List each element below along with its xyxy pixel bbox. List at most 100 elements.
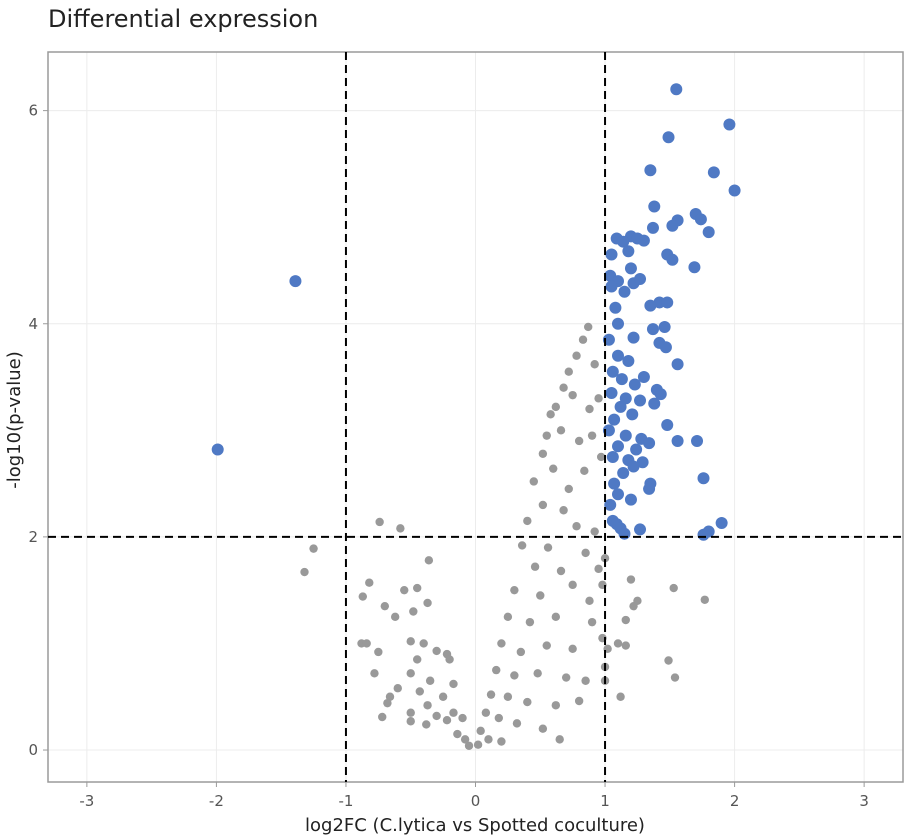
nonsignificant-point	[370, 669, 379, 678]
nonsignificant-point	[561, 673, 571, 682]
nonsignificant-point	[406, 669, 415, 678]
nonsignificant-point	[572, 351, 581, 360]
nonsignificant-point	[415, 687, 424, 696]
nonsignificant-point	[374, 647, 383, 657]
significant-point	[659, 341, 672, 354]
nonsignificant-point	[581, 676, 590, 685]
significant-point	[637, 234, 650, 247]
nonsignificant-point	[413, 655, 422, 664]
nonsignificant-point	[510, 671, 519, 680]
nonsignificant-point	[442, 715, 452, 725]
significant-point	[612, 349, 624, 362]
significant-point	[605, 248, 618, 261]
significant-point	[670, 83, 683, 96]
significant-point	[715, 517, 728, 530]
nonsignificant-point	[375, 517, 384, 527]
nonsignificant-point	[523, 697, 532, 707]
nonsignificant-point	[538, 724, 548, 733]
nonsignificant-point	[406, 637, 415, 646]
nonsignificant-point	[523, 516, 532, 526]
nonsignificant-point	[584, 322, 593, 332]
significant-point	[608, 477, 621, 490]
significant-point	[644, 299, 657, 312]
significant-point	[618, 527, 631, 540]
nonsignificant-point	[580, 466, 589, 476]
nonsignificant-point	[700, 595, 709, 604]
significant-point	[612, 440, 624, 453]
nonsignificant-point	[587, 617, 597, 627]
nonsignificant-point	[309, 544, 318, 553]
nonsignificant-point	[596, 452, 606, 462]
significant-point	[627, 460, 640, 473]
x-tick-label: -2	[209, 792, 224, 810]
nonsignificant-point	[481, 708, 491, 717]
significant-point	[619, 429, 632, 442]
x-tick-label: -3	[79, 792, 94, 810]
significant-point	[609, 301, 622, 314]
significant-point	[614, 400, 627, 413]
nonsignificant-point	[549, 464, 558, 473]
x-tick-label: 0	[471, 792, 481, 810]
significant-point	[646, 323, 659, 336]
nonsignificant-point	[300, 567, 309, 577]
nonsignificant-point	[396, 524, 405, 533]
nonsignificant-point	[432, 646, 441, 656]
significant-point	[612, 488, 624, 501]
nonsignificant-point	[445, 655, 454, 664]
nonsignificant-point	[542, 431, 551, 440]
x-tick-label: 3	[859, 792, 869, 810]
nonsignificant-point	[497, 639, 506, 648]
significant-point	[617, 466, 630, 479]
y-tick-label: 0	[28, 741, 38, 759]
nonsignificant-point	[494, 713, 504, 723]
significant-point	[211, 443, 224, 456]
significant-point	[648, 397, 661, 410]
significant-point	[666, 253, 679, 266]
significant-point	[606, 450, 619, 463]
nonsignificant-point	[413, 583, 422, 593]
significant-point	[643, 437, 656, 450]
significant-point	[702, 226, 715, 239]
nonsignificant-point	[594, 564, 603, 574]
x-tick-label: 1	[600, 792, 610, 810]
nonsignificant-point	[621, 615, 630, 625]
data-points	[211, 83, 741, 750]
nonsignificant-point	[626, 575, 636, 584]
nonsignificant-point	[423, 598, 432, 608]
nonsignificant-point	[629, 601, 638, 611]
significant-point	[605, 387, 618, 400]
grid	[48, 52, 903, 782]
significant-point	[624, 262, 637, 275]
significant-point	[688, 261, 701, 274]
nonsignificant-point	[419, 639, 428, 648]
nonsignificant-point	[670, 673, 680, 682]
y-tick-label: 6	[28, 102, 38, 120]
significant-point	[702, 525, 715, 538]
nonsignificant-point	[492, 665, 501, 675]
significant-point	[634, 272, 647, 285]
nonsignificant-point	[516, 647, 526, 657]
nonsignificant-point	[568, 580, 577, 590]
x-axis-title: log2FC (C.lytica vs Spotted coculture)	[305, 815, 645, 836]
significant-point	[671, 358, 684, 371]
nonsignificant-point	[594, 394, 603, 403]
nonsignificant-point	[590, 527, 599, 536]
significant-point	[634, 394, 647, 407]
nonsignificant-point	[390, 612, 400, 622]
nonsignificant-point	[449, 679, 458, 689]
nonsignificant-point	[600, 554, 610, 563]
y-axis-title: -log10(p-value)	[4, 351, 25, 489]
nonsignificant-point	[406, 708, 415, 717]
nonsignificant-point	[424, 556, 434, 565]
nonsignificant-point	[551, 701, 561, 710]
nonsignificant-point	[613, 639, 623, 648]
nonsignificant-point	[530, 562, 540, 571]
significant-point	[646, 221, 659, 234]
nonsignificant-point	[669, 583, 678, 593]
significant-point	[707, 166, 720, 179]
significant-point	[630, 443, 643, 456]
nonsignificant-point	[533, 669, 542, 678]
y-axis-ticks: 0 2 4 6	[28, 102, 48, 759]
chart-title: Differential expression	[48, 5, 318, 33]
nonsignificant-point	[458, 713, 467, 723]
